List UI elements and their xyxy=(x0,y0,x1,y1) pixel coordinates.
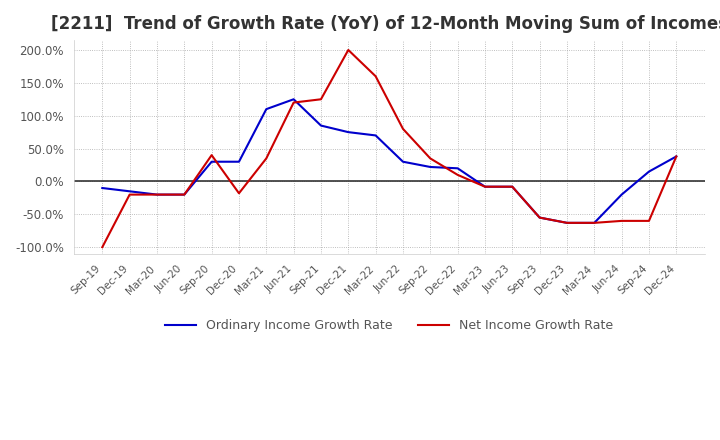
Net Income Growth Rate xyxy=(672,154,680,159)
Title: [2211]  Trend of Growth Rate (YoY) of 12-Month Moving Sum of Incomes: [2211] Trend of Growth Rate (YoY) of 12-… xyxy=(50,15,720,33)
Net Income Growth Rate xyxy=(125,192,134,197)
Net Income Growth Rate xyxy=(481,184,490,189)
Ordinary Income Growth Rate xyxy=(454,165,462,171)
Net Income Growth Rate xyxy=(98,245,107,250)
Ordinary Income Growth Rate xyxy=(372,133,380,138)
Net Income Growth Rate xyxy=(235,191,243,196)
Ordinary Income Growth Rate xyxy=(317,123,325,128)
Ordinary Income Growth Rate xyxy=(481,184,490,189)
Net Income Growth Rate xyxy=(644,218,653,224)
Ordinary Income Growth Rate xyxy=(262,106,271,112)
Ordinary Income Growth Rate xyxy=(590,220,598,225)
Ordinary Income Growth Rate xyxy=(289,97,298,102)
Line: Net Income Growth Rate: Net Income Growth Rate xyxy=(102,50,676,247)
Ordinary Income Growth Rate xyxy=(562,220,571,225)
Net Income Growth Rate xyxy=(372,73,380,79)
Ordinary Income Growth Rate xyxy=(98,185,107,191)
Ordinary Income Growth Rate xyxy=(180,192,189,197)
Net Income Growth Rate xyxy=(262,156,271,161)
Net Income Growth Rate xyxy=(317,97,325,102)
Net Income Growth Rate xyxy=(454,172,462,177)
Ordinary Income Growth Rate xyxy=(508,184,517,189)
Ordinary Income Growth Rate xyxy=(125,189,134,194)
Net Income Growth Rate xyxy=(508,184,517,189)
Net Income Growth Rate xyxy=(562,220,571,225)
Net Income Growth Rate xyxy=(426,156,435,161)
Ordinary Income Growth Rate xyxy=(535,215,544,220)
Net Income Growth Rate xyxy=(344,48,353,53)
Ordinary Income Growth Rate xyxy=(344,129,353,135)
Legend: Ordinary Income Growth Rate, Net Income Growth Rate: Ordinary Income Growth Rate, Net Income … xyxy=(161,314,618,337)
Line: Ordinary Income Growth Rate: Ordinary Income Growth Rate xyxy=(102,99,676,223)
Ordinary Income Growth Rate xyxy=(644,169,653,174)
Net Income Growth Rate xyxy=(289,100,298,105)
Ordinary Income Growth Rate xyxy=(672,154,680,159)
Ordinary Income Growth Rate xyxy=(207,159,216,165)
Net Income Growth Rate xyxy=(617,218,626,224)
Net Income Growth Rate xyxy=(399,126,408,132)
Net Income Growth Rate xyxy=(590,220,598,225)
Ordinary Income Growth Rate xyxy=(235,159,243,165)
Net Income Growth Rate xyxy=(153,192,161,197)
Ordinary Income Growth Rate xyxy=(617,192,626,197)
Ordinary Income Growth Rate xyxy=(426,165,435,170)
Ordinary Income Growth Rate xyxy=(399,159,408,165)
Ordinary Income Growth Rate xyxy=(153,192,161,197)
Net Income Growth Rate xyxy=(535,215,544,220)
Net Income Growth Rate xyxy=(180,192,189,197)
Net Income Growth Rate xyxy=(207,153,216,158)
